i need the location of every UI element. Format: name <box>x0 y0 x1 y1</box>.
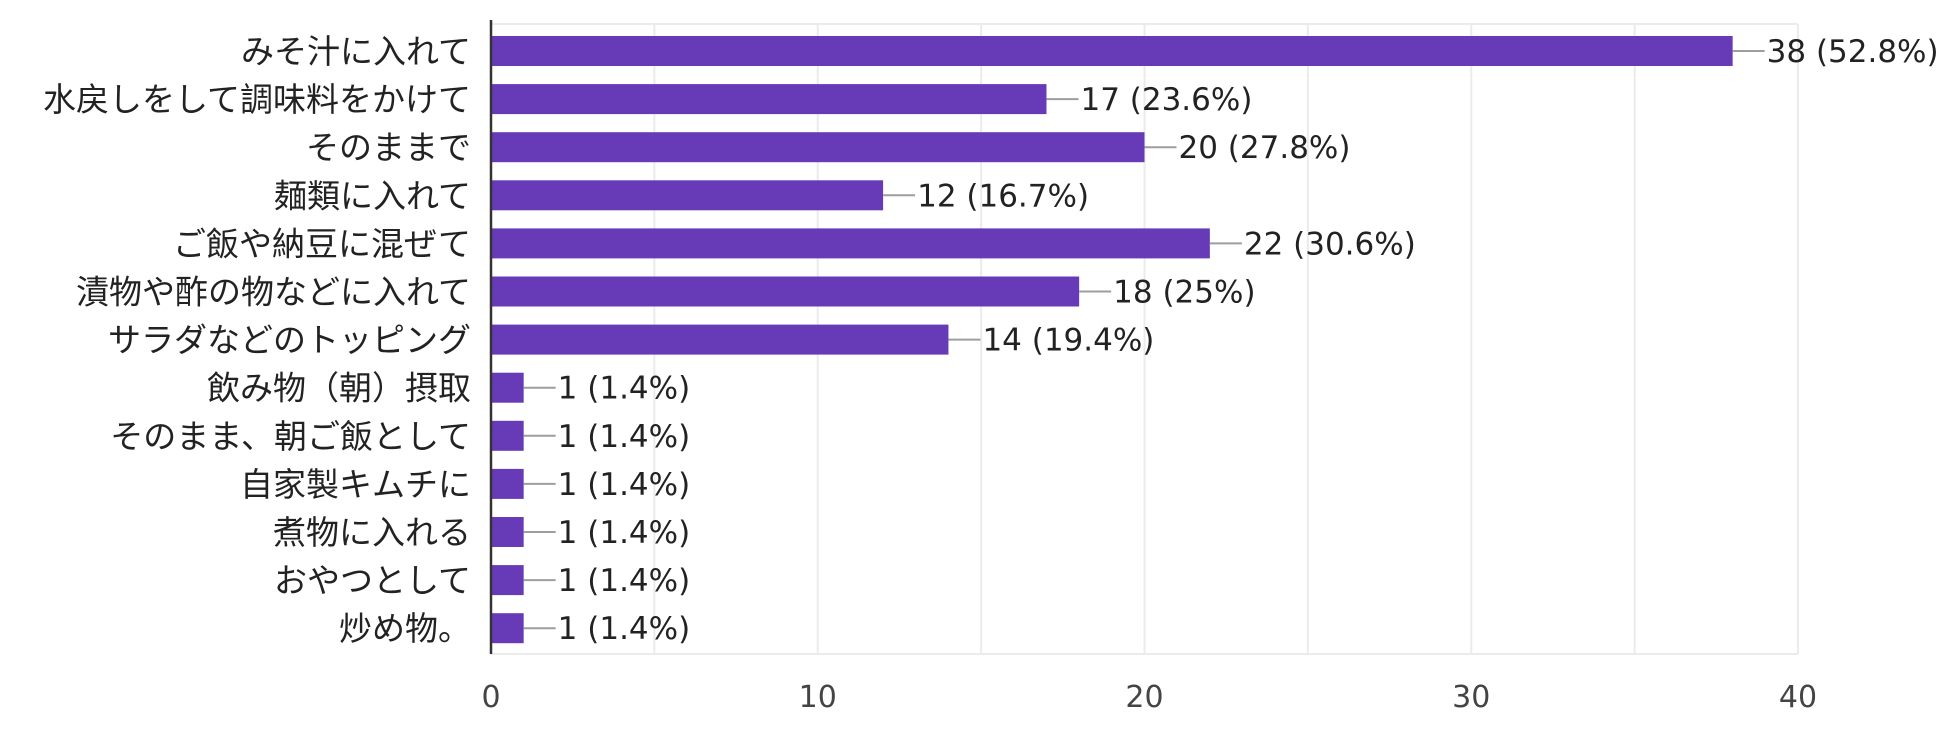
category-label-5: 漬物や酢の物などに入れて <box>76 273 471 312</box>
value-label-12: 1 (1.4%) <box>558 611 691 647</box>
value-label-4: 22 (30.6%) <box>1244 226 1416 262</box>
category-label-6: サラダなどのトッピング <box>108 321 471 360</box>
value-label-6: 14 (19.4%) <box>982 323 1154 359</box>
value-label-11: 1 (1.4%) <box>558 563 691 599</box>
category-label-4: ご飯や納豆に混ぜて <box>173 224 471 263</box>
bar-1 <box>491 84 1047 115</box>
labels: 38 (52.8%) みそ汁に入れて 17 (23.6%) 水戻しをして調味料をかけて… <box>43 32 1939 715</box>
x-tick-label-30: 30 <box>1452 680 1490 715</box>
bar-7 <box>491 372 524 403</box>
bar-10 <box>491 517 524 547</box>
value-label-9: 1 (1.4%) <box>558 467 691 503</box>
category-label-1: 水戻しをして調味料をかけて <box>43 80 471 119</box>
value-label-2: 20 (27.8%) <box>1179 130 1351 166</box>
value-label-8: 1 (1.4%) <box>558 419 691 455</box>
bar-4 <box>491 228 1210 259</box>
value-label-0: 38 (52.8%) <box>1767 34 1939 70</box>
x-tick-label-10: 10 <box>799 680 837 715</box>
bar-0 <box>491 36 1733 66</box>
bar-9 <box>491 468 524 499</box>
bar-8 <box>491 420 524 451</box>
x-tick-label-20: 20 <box>1125 680 1163 715</box>
x-tick-label-0: 0 <box>481 680 500 715</box>
value-label-10: 1 (1.4%) <box>558 515 691 551</box>
x-tick-label-40: 40 <box>1779 680 1817 715</box>
bars <box>491 36 1765 644</box>
category-label-7: 飲み物（朝）摂取 <box>207 369 471 408</box>
value-label-3: 12 (16.7%) <box>917 178 1089 214</box>
bar-5 <box>491 276 1080 307</box>
category-label-9: 自家製キムチに <box>240 465 471 504</box>
value-label-1: 17 (23.6%) <box>1080 82 1252 118</box>
category-label-12: 炒め物。 <box>339 609 471 648</box>
category-label-8: そのまま、朝ご飯として <box>110 417 471 456</box>
category-label-2: そのままで <box>306 128 471 167</box>
gridlines <box>491 23 1799 655</box>
value-label-7: 1 (1.4%) <box>558 371 691 407</box>
bar-12 <box>491 613 524 644</box>
bar-2 <box>491 132 1145 163</box>
category-label-11: おやつとして <box>274 561 471 600</box>
category-label-0: みそ汁に入れて <box>241 32 471 71</box>
bar-6 <box>491 324 949 355</box>
bar-11 <box>491 565 524 596</box>
category-label-3: 麺類に入れて <box>274 176 471 215</box>
bar-3 <box>491 180 884 211</box>
value-label-5: 18 (25%) <box>1113 275 1255 311</box>
category-label-10: 煮物に入れる <box>273 513 471 552</box>
